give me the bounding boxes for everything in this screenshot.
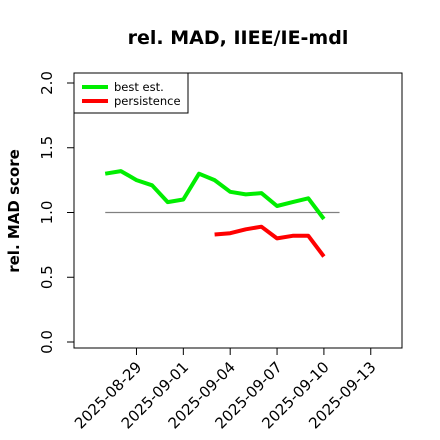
series-line-best-est [104, 169, 326, 221]
legend: best est.persistence [73, 72, 189, 114]
series-line-persistence [214, 224, 326, 258]
x-axis: 2025-08-292025-09-012025-09-042025-09-07… [71, 348, 380, 432]
y-axis-label: rel. MAD score [5, 149, 23, 273]
legend-label: best est. [114, 80, 164, 94]
y-tick-label: 1.0 [38, 201, 56, 225]
y-tick-label: 0.0 [38, 330, 56, 354]
y-tick-label: 2.0 [38, 71, 56, 95]
plot-area-frame [73, 72, 403, 349]
legend-box [73, 72, 189, 114]
y-tick-label: 1.5 [38, 136, 56, 160]
series-layer [104, 169, 326, 258]
y-axis: 0.0 0.5 1.0 1.5 2.0 [38, 71, 74, 354]
chart-title: rel. MAD, IIEE/IE-mdl [128, 27, 349, 49]
legend-label: persistence [114, 94, 181, 108]
y-tick-label: 0.5 [38, 265, 56, 289]
